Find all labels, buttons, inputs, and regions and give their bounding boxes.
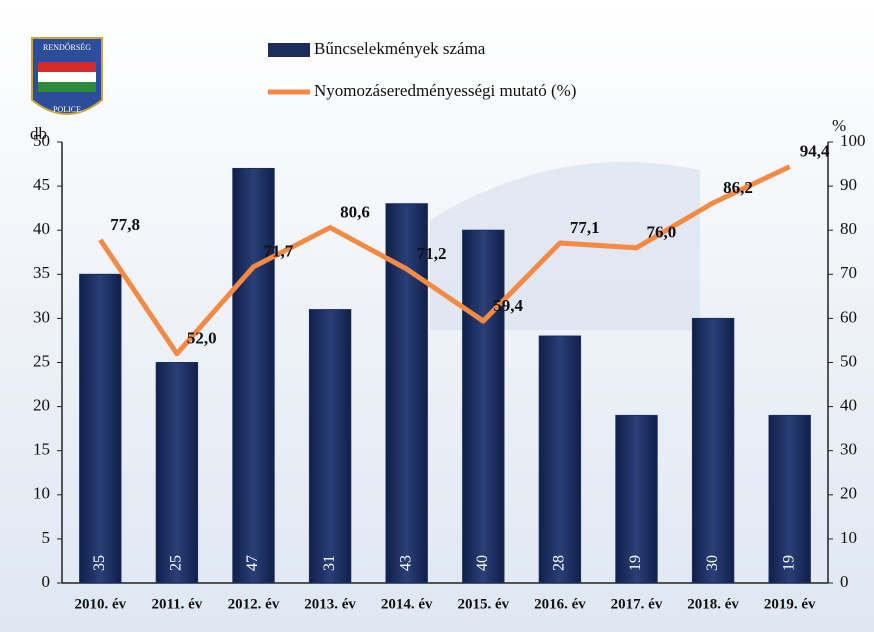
bar-value-label: 25 — [168, 555, 185, 571]
x-tick-label: 2014. év — [381, 596, 433, 612]
y2-tick-label: 100 — [840, 131, 866, 150]
y2-tick-label: 50 — [840, 351, 857, 370]
bar-value-label: 28 — [551, 555, 568, 571]
bar-value-label: 47 — [244, 555, 261, 571]
bar-value-label: 43 — [397, 555, 414, 571]
x-tick-label: 2017. év — [611, 596, 663, 612]
bar — [79, 273, 122, 584]
bar-value-label: 40 — [474, 555, 491, 571]
y-tick-label: 5 — [42, 528, 51, 547]
line-value-label: 77,1 — [570, 218, 600, 237]
y-tick-label: 25 — [33, 351, 50, 370]
bar — [308, 309, 352, 584]
y2-tick-label: 90 — [840, 175, 857, 194]
logo-text: POLICE — [53, 105, 81, 114]
line-value-label: 94,4 — [800, 142, 830, 161]
line — [98, 164, 791, 357]
legend-swatch — [268, 43, 310, 57]
y-tick-label: 45 — [33, 175, 50, 194]
line-value-label: 86,2 — [723, 178, 753, 197]
bar — [232, 167, 275, 584]
bar — [538, 335, 582, 584]
bar — [691, 317, 735, 584]
bar-value-label: 19 — [627, 555, 644, 571]
y-tick-label: 30 — [33, 307, 50, 326]
x-tick-label: 2019. év — [764, 596, 816, 612]
x-tick-label: 2013. év — [304, 596, 356, 612]
bar — [462, 229, 505, 584]
y2-tick-label: 80 — [840, 219, 857, 238]
y2-tick-label: 40 — [840, 396, 857, 415]
y-tick-label: 50 — [33, 131, 50, 150]
line-value-label: 59,4 — [493, 296, 523, 315]
legend-label: Nyomozáseredményességi mutató (%) — [314, 81, 576, 100]
line-value-label: 52,0 — [187, 329, 217, 348]
bar-value-label: 35 — [91, 555, 108, 571]
y2-tick-label: 70 — [840, 263, 857, 282]
x-tick-label: 2016. év — [534, 596, 586, 612]
bar-value-label: 30 — [704, 555, 721, 571]
logo-text: RENDŐRSÉG — [43, 42, 91, 52]
bar — [155, 362, 199, 584]
logo: RENDŐRSÉG POLICE — [31, 37, 103, 115]
x-tick-label: 2010. év — [74, 596, 126, 612]
line-value-label: 80,6 — [340, 202, 370, 221]
x-tick-label: 2012. év — [228, 596, 280, 612]
y-tick-label: 35 — [33, 263, 50, 282]
y-tick-label: 40 — [33, 219, 50, 238]
line-value-label: 77,8 — [110, 215, 140, 234]
bar-value-label: 19 — [780, 555, 797, 571]
y-tick-label: 10 — [33, 484, 50, 503]
bar — [768, 414, 811, 584]
bar — [385, 203, 428, 584]
line-value-label: 76,0 — [647, 223, 677, 242]
y-tick-label: 20 — [33, 396, 50, 415]
line-value-label: 71,2 — [417, 244, 447, 263]
legend-label: Bűncselekmények száma — [314, 39, 486, 58]
y2-tick-label: 20 — [840, 484, 857, 503]
bar — [615, 414, 658, 584]
y-tick-label: 15 — [33, 440, 50, 459]
x-tick-label: 2015. év — [457, 596, 509, 612]
y2-tick-label: 60 — [840, 307, 857, 326]
line-value-label: 71,7 — [264, 242, 294, 261]
bar-value-label: 31 — [321, 555, 338, 571]
y2-tick-label: 0 — [840, 572, 849, 591]
y-axis-label: db — [30, 124, 47, 143]
y2-tick-label: 10 — [840, 528, 857, 547]
x-tick-label: 2018. év — [687, 596, 739, 612]
x-tick-label: 2011. év — [151, 596, 202, 612]
y-tick-label: 0 — [42, 572, 51, 591]
y2-tick-label: 30 — [840, 440, 857, 459]
y2-axis-label: % — [832, 116, 846, 135]
